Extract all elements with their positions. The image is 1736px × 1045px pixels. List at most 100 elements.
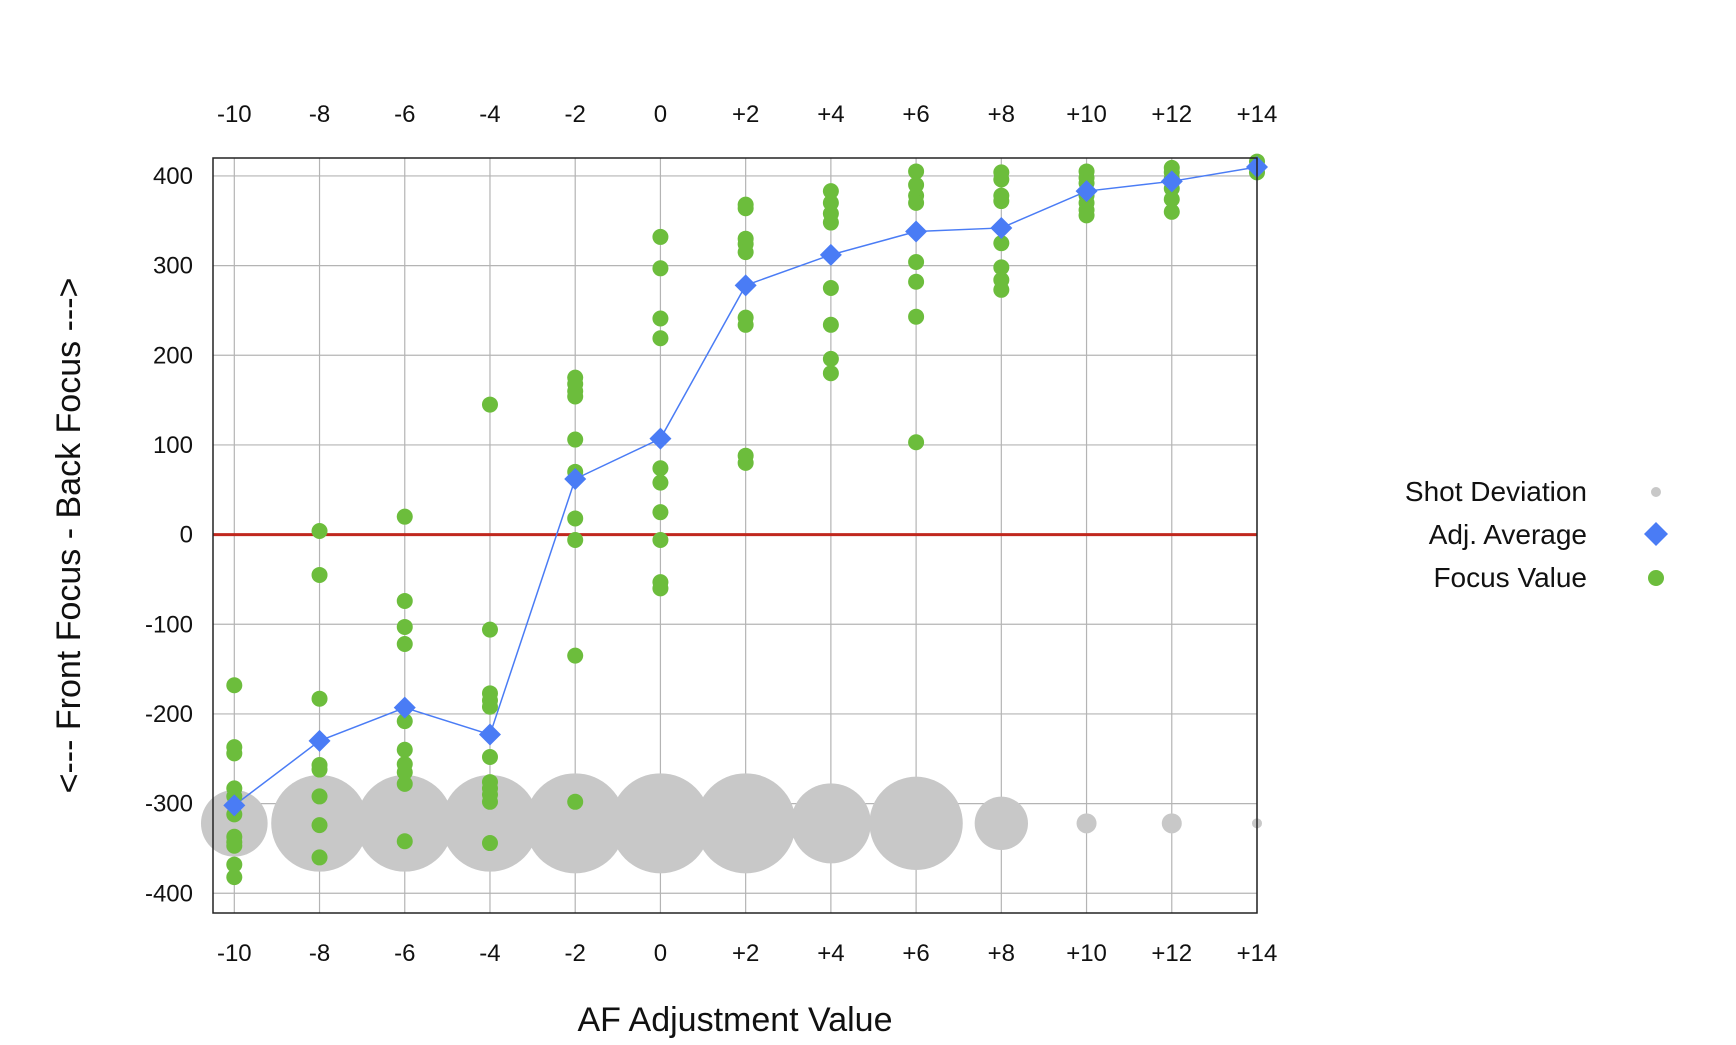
focus-value-point	[311, 817, 328, 834]
x-tick-label-top: -10	[217, 101, 252, 128]
focus-value-point	[311, 566, 328, 583]
focus-value-point	[822, 316, 839, 333]
x-tick-label-bottom: +8	[988, 940, 1015, 967]
focus-value-point	[481, 621, 498, 638]
focus-value-point	[396, 741, 413, 758]
shot-deviation-bubble	[610, 773, 711, 874]
y-tick-label: 300	[153, 253, 193, 280]
y-tick-label: -300	[145, 791, 193, 818]
focus-value-point	[396, 775, 413, 792]
focus-value-point	[1163, 203, 1180, 220]
x-tick-label-top: -4	[479, 101, 500, 128]
legend-marker-focus-value	[1648, 570, 1664, 586]
x-tick-label-bottom: +6	[902, 940, 929, 967]
shot-deviation-bubble	[695, 773, 796, 874]
focus-value-point	[226, 677, 243, 694]
focus-value-point	[311, 849, 328, 866]
focus-value-point	[822, 214, 839, 231]
shot-deviation-bubble	[974, 796, 1028, 850]
shot-deviation-bubble	[525, 773, 626, 874]
adj-average-point	[819, 243, 842, 266]
legend-label: Focus Value	[1433, 562, 1587, 593]
focus-value-point	[311, 690, 328, 707]
legend: Shot Deviation Adj. Average Focus Value	[1405, 476, 1668, 593]
shot-deviation-bubble	[869, 776, 963, 870]
x-tick-label-top: -8	[309, 101, 330, 128]
focus-value-point	[737, 316, 754, 333]
adj-average-point	[1160, 170, 1183, 193]
focus-value-point	[993, 259, 1010, 276]
focus-value-point	[481, 396, 498, 413]
x-tick-label-bottom: -6	[394, 940, 415, 967]
focus-value-point	[908, 273, 925, 290]
focus-value-point	[908, 194, 925, 211]
focus-value-point	[396, 833, 413, 850]
x-tick-label-top: +14	[1237, 101, 1278, 128]
x-tick-label-bottom: -10	[217, 940, 252, 967]
x-tick-label-bottom: -4	[479, 940, 500, 967]
focus-value-point	[481, 793, 498, 810]
y-tick-label: 0	[180, 522, 193, 549]
focus-value-point	[481, 748, 498, 765]
focus-value-point	[311, 788, 328, 805]
focus-value-point	[567, 647, 584, 664]
y-tick-label: 100	[153, 432, 193, 459]
focus-value-point	[652, 580, 669, 597]
y-tick-label: -400	[145, 880, 193, 907]
x-tick-label-top: +10	[1066, 101, 1107, 128]
y-axis-title: <--- Front Focus - Back Focus --->	[50, 278, 88, 794]
focus-value-point	[652, 228, 669, 245]
focus-value-point	[226, 869, 243, 886]
y-tick-label: -200	[145, 701, 193, 728]
focus-value-point	[481, 698, 498, 715]
x-tick-label-bottom: +2	[732, 940, 759, 967]
focus-value-point	[567, 388, 584, 405]
x-tick-label-bottom: -2	[565, 940, 586, 967]
focus-value-point	[226, 837, 243, 854]
x-tick-label-top: -6	[394, 101, 415, 128]
focus-value-point	[652, 260, 669, 277]
focus-value-point	[993, 235, 1010, 252]
y-tick-label: 200	[153, 342, 193, 369]
focus-value-point	[652, 330, 669, 347]
x-tick-label-bottom: +10	[1066, 940, 1107, 967]
focus-value-point	[396, 592, 413, 609]
adj-average-point	[564, 468, 587, 491]
focus-value-point	[1163, 191, 1180, 208]
focus-value-point	[652, 310, 669, 327]
focus-value-point	[567, 793, 584, 810]
legend-marker-shot-deviation	[1651, 487, 1661, 497]
focus-value-point	[737, 200, 754, 217]
focus-value-point	[822, 350, 839, 367]
adj-average-point	[1075, 180, 1098, 203]
legend-label: Adj. Average	[1429, 519, 1587, 550]
adj-average-point	[478, 723, 501, 746]
focus-value-point	[908, 254, 925, 271]
focus-value-point	[908, 163, 925, 180]
focus-value-point	[652, 531, 669, 548]
focus-value-point	[567, 510, 584, 527]
plot-area-frame	[212, 157, 1258, 914]
axis-ticks: -10-10-8-8-6-6-4-4-2-200+2+2+4+4+6+6+8+8…	[145, 101, 1277, 967]
focus-value-point	[396, 618, 413, 635]
x-tick-label-bottom: -8	[309, 940, 330, 967]
shot-deviation-bubble	[441, 774, 539, 872]
adj-average-point	[734, 274, 757, 297]
focus-value-point	[1078, 207, 1095, 224]
shot-deviation-bubble	[200, 789, 268, 857]
focus-value-point	[908, 308, 925, 325]
x-tick-label-top: +6	[902, 101, 929, 128]
y-tick-label: -100	[145, 611, 193, 638]
focus-value-point	[737, 454, 754, 471]
focus-value-point	[652, 460, 669, 477]
adj-average-point	[308, 729, 331, 752]
x-tick-label-bottom: 0	[654, 940, 667, 967]
shot-deviation-bubble	[356, 774, 454, 872]
focus-value-point	[481, 835, 498, 852]
x-axis-title: AF Adjustment Value	[578, 1001, 893, 1039]
x-tick-label-top: 0	[654, 101, 667, 128]
x-tick-label-top: +2	[732, 101, 759, 128]
x-tick-label-bottom: +12	[1151, 940, 1192, 967]
